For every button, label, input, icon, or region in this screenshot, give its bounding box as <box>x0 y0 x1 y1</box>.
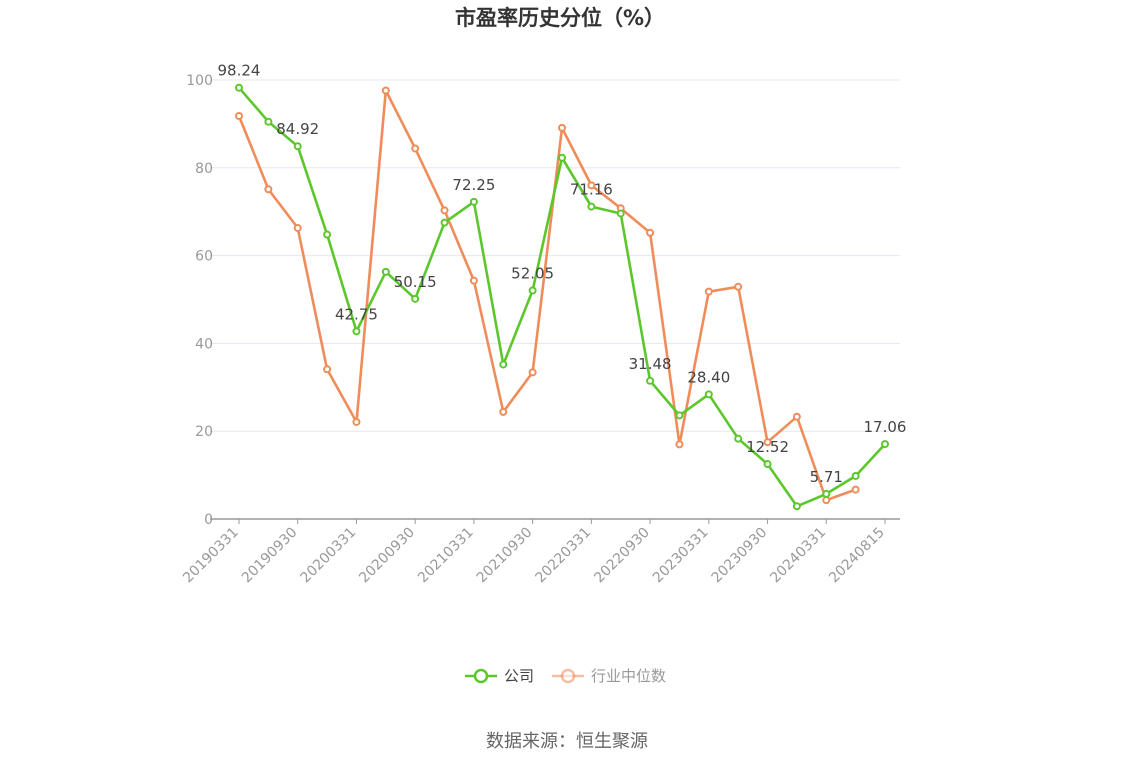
legend-marker <box>560 668 576 684</box>
legend[interactable]: 公司 行业中位数 <box>465 667 666 685</box>
data-point[interactable] <box>646 228 655 237</box>
data-point[interactable] <box>323 230 332 239</box>
chart-title: 市盈率历史分位（%） <box>455 6 665 30</box>
data-label: 71.16 <box>570 181 613 199</box>
data-point[interactable] <box>440 206 449 215</box>
data-point[interactable] <box>381 267 390 276</box>
data-label: 52.05 <box>511 265 554 283</box>
data-point[interactable] <box>293 223 302 232</box>
data-point[interactable] <box>381 86 390 95</box>
data-point[interactable] <box>440 218 449 227</box>
data-point[interactable] <box>616 209 625 218</box>
data-point[interactable] <box>587 202 596 211</box>
data-point[interactable] <box>558 123 566 132</box>
data-point[interactable] <box>411 144 420 153</box>
data-point[interactable] <box>469 197 478 206</box>
x-tick-label: 20210930 <box>474 525 536 587</box>
data-point[interactable] <box>235 83 243 92</box>
series-lines <box>235 83 889 511</box>
legend-item-1[interactable]: 行业中位数 <box>552 667 666 685</box>
grid-lines <box>210 79 900 432</box>
y-tick-label: 20 <box>195 424 213 440</box>
y-tick-label: 60 <box>195 249 213 265</box>
x-tick-label: 20240815 <box>826 525 888 587</box>
data-point[interactable] <box>558 153 566 162</box>
data-point[interactable] <box>264 185 273 194</box>
data-label: 50.15 <box>394 273 437 291</box>
x-tick-label: 20220331 <box>532 525 594 587</box>
data-point[interactable] <box>675 411 684 420</box>
data-point[interactable] <box>646 376 655 385</box>
x-tick-label: 20200930 <box>356 525 418 587</box>
legend-label: 行业中位数 <box>591 667 666 685</box>
data-point[interactable] <box>792 502 801 511</box>
data-point[interactable] <box>528 286 537 295</box>
legend-marker <box>473 668 489 684</box>
data-labels: 98.24 84.92 42.75 50.15 72.25 52.05 71.16 31.48… <box>218 62 907 486</box>
data-label: 42.75 <box>335 305 378 323</box>
x-tick-label: 20220930 <box>591 525 653 587</box>
y-tick-label: 80 <box>195 161 213 177</box>
x-tick-label: 20200331 <box>298 525 360 587</box>
data-point[interactable] <box>528 368 537 377</box>
x-tick-label: 20210331 <box>415 525 477 587</box>
y-tick-label: 100 <box>186 73 213 89</box>
y-tick-label: 40 <box>195 336 213 352</box>
data-point[interactable] <box>822 496 831 505</box>
data-point[interactable] <box>352 327 361 336</box>
data-point[interactable] <box>704 287 713 296</box>
x-tick-label: 20230331 <box>650 525 712 587</box>
data-point[interactable] <box>675 440 684 449</box>
data-label: 31.48 <box>629 355 672 373</box>
axes: 0 20 40 60 80 100 2019033120190930202003312020… <box>180 73 900 586</box>
data-label: 84.92 <box>276 120 319 138</box>
series-line-1 <box>237 89 857 502</box>
data-point[interactable] <box>587 181 596 190</box>
legend-item-0[interactable]: 公司 <box>465 667 534 685</box>
data-point[interactable] <box>293 142 302 151</box>
data-point[interactable] <box>352 417 361 426</box>
data-point[interactable] <box>411 294 420 303</box>
x-tick-label: 20190331 <box>180 525 242 587</box>
data-point[interactable] <box>499 407 508 416</box>
data-point[interactable] <box>763 460 772 469</box>
data-label: 5.71 <box>810 468 843 486</box>
data-point[interactable] <box>499 360 508 369</box>
data-label: 17.06 <box>864 418 907 436</box>
source-note: 数据来源：恒生聚源 <box>486 731 648 752</box>
data-point[interactable] <box>235 111 243 120</box>
data-point[interactable] <box>323 365 332 374</box>
data-point[interactable] <box>881 440 889 449</box>
x-tick-label: 20240331 <box>767 525 829 587</box>
data-label: 28.40 <box>687 368 730 386</box>
data-point[interactable] <box>734 282 743 291</box>
x-tick-label: 20230930 <box>709 525 771 587</box>
legend-label: 公司 <box>504 667 534 685</box>
data-point[interactable] <box>469 276 478 285</box>
data-point[interactable] <box>264 117 273 126</box>
y-tick-label: 0 <box>204 512 213 528</box>
data-point[interactable] <box>851 471 860 480</box>
data-point[interactable] <box>822 489 831 498</box>
data-label: 98.24 <box>218 62 261 80</box>
data-label: 12.52 <box>746 438 789 456</box>
data-point[interactable] <box>734 434 743 443</box>
data-point[interactable] <box>763 438 772 447</box>
data-point[interactable] <box>704 390 713 399</box>
data-label: 72.25 <box>452 176 495 194</box>
data-point[interactable] <box>851 485 860 494</box>
x-tick-label: 20190930 <box>239 525 301 587</box>
data-point[interactable] <box>792 412 801 421</box>
